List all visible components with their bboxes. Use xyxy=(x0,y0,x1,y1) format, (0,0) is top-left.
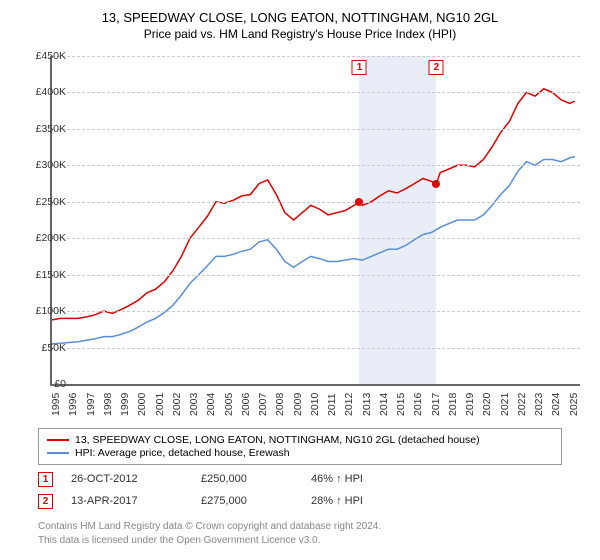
sale-marker-icon: 2 xyxy=(38,494,53,509)
x-axis-label: 2005 xyxy=(223,393,235,416)
gridline xyxy=(52,129,580,130)
licence-line: Contains HM Land Registry data © Crown c… xyxy=(38,520,381,534)
x-axis-label: 2003 xyxy=(188,393,200,416)
x-axis-label: 2012 xyxy=(343,393,355,416)
x-axis-label: 2002 xyxy=(171,393,183,416)
sale-marker-box: 1 xyxy=(352,60,367,75)
x-axis-label: 2022 xyxy=(516,393,528,416)
gridline xyxy=(52,92,580,93)
legend-item: 13, SPEEDWAY CLOSE, LONG EATON, NOTTINGH… xyxy=(47,434,553,446)
chart-container: 13, SPEEDWAY CLOSE, LONG EATON, NOTTINGH… xyxy=(0,0,600,560)
gridline xyxy=(52,56,580,57)
sale-dot xyxy=(432,180,440,188)
sale-marker-icon: 1 xyxy=(38,472,53,487)
sale-price: £250,000 xyxy=(201,473,311,485)
x-axis-label: 1996 xyxy=(67,393,79,416)
x-axis-label: 2010 xyxy=(309,393,321,416)
titles: 13, SPEEDWAY CLOSE, LONG EATON, NOTTINGH… xyxy=(0,0,600,41)
sale-pct: 28% ↑ HPI xyxy=(311,495,431,507)
gridline xyxy=(52,238,580,239)
legend-box: 13, SPEEDWAY CLOSE, LONG EATON, NOTTINGH… xyxy=(38,428,562,465)
plot-area: 12 xyxy=(50,56,580,386)
sales-table: 1 26-OCT-2012 £250,000 46% ↑ HPI 2 13-AP… xyxy=(38,468,431,512)
licence-text: Contains HM Land Registry data © Crown c… xyxy=(38,520,381,547)
x-axis-label: 2001 xyxy=(154,393,166,416)
y-axis-label: £250K xyxy=(18,196,66,208)
x-axis-label: 2000 xyxy=(136,393,148,416)
x-axis-label: 1999 xyxy=(119,393,131,416)
x-axis-label: 2024 xyxy=(550,393,562,416)
x-axis-label: 2011 xyxy=(326,393,338,416)
gridline xyxy=(52,202,580,203)
x-axis-label: 2018 xyxy=(447,393,459,416)
legend-label: HPI: Average price, detached house, Erew… xyxy=(75,447,290,459)
y-axis-label: £400K xyxy=(18,86,66,98)
title-subtitle: Price paid vs. HM Land Registry's House … xyxy=(0,27,600,41)
sale-pct: 46% ↑ HPI xyxy=(311,473,431,485)
y-axis-label: £200K xyxy=(18,232,66,244)
gridline xyxy=(52,311,580,312)
sales-row: 2 13-APR-2017 £275,000 28% ↑ HPI xyxy=(38,490,431,512)
y-axis-label: £150K xyxy=(18,269,66,281)
x-axis-label: 2004 xyxy=(205,393,217,416)
y-axis-label: £450K xyxy=(18,50,66,62)
x-axis-label: 2015 xyxy=(395,393,407,416)
legend-swatch xyxy=(47,452,69,454)
sale-marker-box: 2 xyxy=(429,60,444,75)
series-property xyxy=(52,89,575,320)
sale-price: £275,000 xyxy=(201,495,311,507)
x-axis-label: 2017 xyxy=(430,393,442,416)
gridline xyxy=(52,275,580,276)
x-axis-label: 2013 xyxy=(361,393,373,416)
legend-item: HPI: Average price, detached house, Erew… xyxy=(47,447,553,459)
x-axis-label: 2020 xyxy=(481,393,493,416)
x-axis-label: 1997 xyxy=(85,393,97,416)
x-axis-label: 1998 xyxy=(102,393,114,416)
y-axis-label: £0 xyxy=(18,378,66,390)
x-axis-label: 2009 xyxy=(292,393,304,416)
line-series-svg xyxy=(52,56,580,384)
y-axis-label: £50K xyxy=(18,342,66,354)
title-address: 13, SPEEDWAY CLOSE, LONG EATON, NOTTINGH… xyxy=(0,10,600,25)
legend-swatch xyxy=(47,439,69,441)
y-axis-label: £300K xyxy=(18,159,66,171)
y-axis-label: £100K xyxy=(18,305,66,317)
series-hpi xyxy=(52,157,575,344)
gridline xyxy=(52,348,580,349)
x-axis-label: 2014 xyxy=(378,393,390,416)
y-axis-label: £350K xyxy=(18,123,66,135)
sales-row: 1 26-OCT-2012 £250,000 46% ↑ HPI xyxy=(38,468,431,490)
x-axis-label: 2025 xyxy=(568,393,580,416)
x-axis-label: 2021 xyxy=(499,393,511,416)
x-axis-label: 2023 xyxy=(533,393,545,416)
x-axis-label: 2006 xyxy=(240,393,252,416)
sale-date: 26-OCT-2012 xyxy=(71,473,201,485)
x-axis-label: 2016 xyxy=(412,393,424,416)
legend-label: 13, SPEEDWAY CLOSE, LONG EATON, NOTTINGH… xyxy=(75,434,480,446)
x-axis-label: 2008 xyxy=(274,393,286,416)
x-axis-label: 1995 xyxy=(50,393,62,416)
sale-dot xyxy=(355,198,363,206)
x-axis-label: 2007 xyxy=(257,393,269,416)
gridline xyxy=(52,165,580,166)
x-axis-label: 2019 xyxy=(464,393,476,416)
sale-date: 13-APR-2017 xyxy=(71,495,201,507)
licence-line: This data is licensed under the Open Gov… xyxy=(38,534,381,548)
